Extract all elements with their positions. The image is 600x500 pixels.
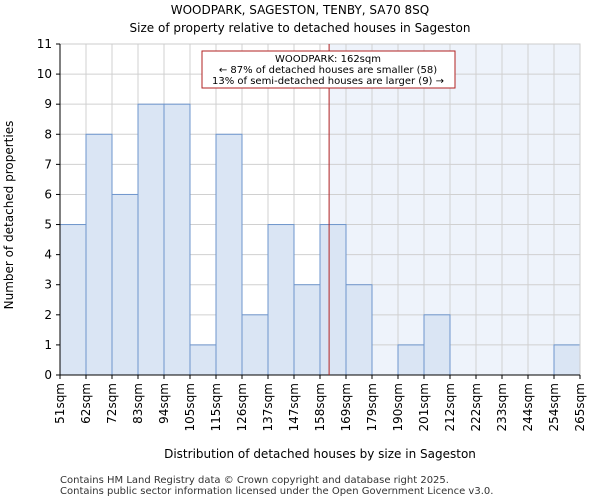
chart-title-line1: WOODPARK, SAGESTON, TENBY, SA70 8SQ	[171, 3, 429, 17]
x-tick-label: 62sqm	[79, 383, 93, 424]
footer-line1: Contains HM Land Registry data © Crown c…	[60, 475, 449, 486]
bar-201sqm	[423, 314, 451, 376]
y-tick-label: 9	[44, 97, 52, 111]
x-axis-label: Distribution of detached houses by size …	[164, 447, 476, 461]
annotation-frame	[201, 50, 456, 89]
y-tick-label: 0	[44, 368, 52, 382]
x-tick-label: 105sqm	[183, 383, 197, 431]
x-tick-label: 265sqm	[573, 383, 587, 431]
bar-190sqm	[397, 344, 425, 376]
bar-126sqm	[241, 314, 269, 376]
x-tick-label: 126sqm	[235, 383, 249, 431]
bar-254sqm	[553, 344, 581, 376]
bar-169sqm	[345, 284, 373, 376]
x-tick-label: 212sqm	[443, 383, 457, 431]
annotation-line1: WOODPARK: 162sqm	[275, 54, 381, 65]
x-tick-label: 115sqm	[209, 383, 223, 431]
x-tick-label: 158sqm	[313, 383, 327, 431]
bar-83sqm	[137, 103, 165, 376]
bar-51sqm	[59, 224, 87, 376]
x-tick-label: 244sqm	[521, 383, 535, 431]
x-tick-label: 169sqm	[339, 383, 353, 431]
x-tick-label: 147sqm	[287, 383, 301, 431]
annotation-line3: 13% of semi-detached houses are larger (…	[212, 76, 444, 87]
x-tick-label: 94sqm	[157, 383, 171, 424]
y-tick-label: 5	[44, 218, 52, 232]
y-tick-label: 6	[44, 187, 52, 201]
bar-62sqm	[85, 133, 113, 376]
x-tick-label: 201sqm	[417, 383, 431, 431]
bar-137sqm	[267, 224, 295, 376]
bar-94sqm	[163, 103, 191, 376]
x-tick-label: 51sqm	[53, 383, 67, 424]
x-tick-label: 72sqm	[105, 383, 119, 424]
bars	[59, 103, 581, 376]
x-tick-label: 233sqm	[495, 383, 509, 431]
y-axis-label: Number of detached properties	[2, 121, 16, 310]
y-tick-label: 10	[37, 67, 52, 81]
y-tick-label: 2	[44, 308, 52, 322]
bar-72sqm	[111, 193, 139, 376]
y-tick-label: 8	[44, 127, 52, 141]
y-tick-label: 1	[44, 338, 52, 352]
x-tick-label: 190sqm	[391, 383, 405, 431]
annotation-box: WOODPARK: 162sqm ← 87% of detached house…	[201, 50, 456, 89]
x-tick-label: 137sqm	[261, 383, 275, 431]
bar-115sqm	[215, 133, 243, 376]
x-axis: 51sqm 62sqm 72sqm 83sqm 94sqm 105sqm 115sqm 126…	[53, 374, 587, 431]
footer-line2: Contains public sector information licen…	[60, 486, 493, 497]
annotation-line2: ← 87% of detached houses are smaller (58…	[219, 65, 437, 76]
x-tick-label: 222sqm	[469, 383, 483, 431]
y-tick-label: 3	[44, 278, 52, 292]
y-tick-label: 4	[44, 248, 52, 262]
x-tick-label: 179sqm	[365, 383, 379, 431]
chart-title-line2: Size of property relative to detached ho…	[130, 21, 471, 35]
y-axis: 0 1 2 3 4 5 6 7 8 9 10 11	[37, 37, 61, 382]
x-tick-label: 254sqm	[547, 383, 561, 431]
y-tick-label: 11	[37, 37, 52, 51]
y-tick-label: 7	[44, 157, 52, 171]
bar-105sqm	[189, 344, 217, 376]
x-tick-label: 83sqm	[131, 383, 145, 424]
bar-147sqm	[293, 284, 321, 376]
bar-158sqm	[319, 224, 347, 376]
